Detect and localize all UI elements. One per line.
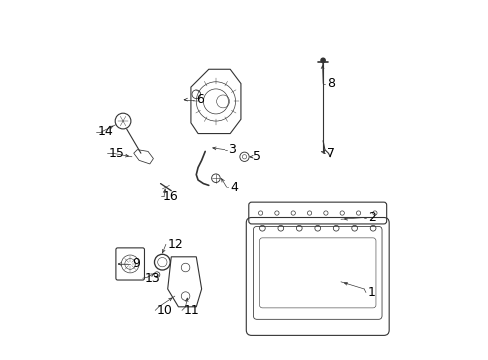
Text: 16: 16	[162, 190, 178, 203]
Text: 12: 12	[167, 238, 183, 251]
Text: 7: 7	[326, 147, 334, 160]
Text: 3: 3	[228, 143, 236, 156]
Text: 14: 14	[98, 125, 114, 138]
Text: 1: 1	[367, 286, 375, 299]
Text: 4: 4	[230, 181, 238, 194]
Text: 2: 2	[367, 211, 375, 224]
Text: 13: 13	[144, 272, 160, 285]
Text: 11: 11	[183, 304, 199, 317]
Text: 9: 9	[132, 257, 140, 270]
Text: 15: 15	[108, 147, 124, 160]
Text: 8: 8	[326, 77, 334, 90]
Text: 10: 10	[157, 304, 172, 317]
Text: 6: 6	[196, 93, 203, 106]
Text: 5: 5	[253, 150, 261, 163]
Circle shape	[320, 58, 325, 63]
